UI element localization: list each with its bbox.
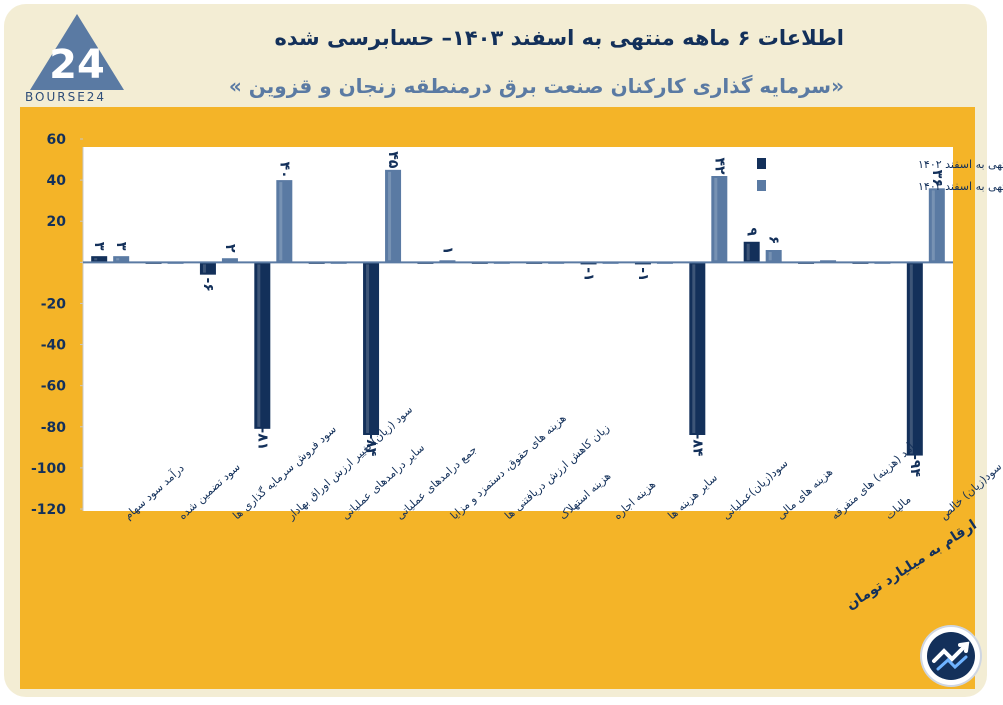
y-tick-label: -40 (41, 338, 67, 354)
data-label: ۹ (744, 228, 760, 237)
data-label: -۸۴ (363, 434, 379, 457)
bar-highlight (279, 182, 283, 261)
data-label: ۴۵ (385, 151, 401, 169)
data-label: ۱ (439, 246, 455, 255)
legend-label: عملکرد منتهی به اسفند ۱۴۰۲ (918, 158, 1003, 171)
bar-highlight (388, 171, 392, 261)
bar (199, 262, 216, 275)
data-label: ۳۶ (929, 170, 945, 187)
y-tick-label: -20 (41, 296, 67, 312)
y-tick-label: 40 (47, 173, 67, 189)
logo-mark: 24 (49, 42, 105, 88)
bar-highlight (257, 264, 261, 427)
bar-highlight (94, 258, 98, 261)
bar (689, 262, 706, 435)
bar-highlight (768, 252, 772, 261)
y-tick-label: 60 (47, 132, 67, 148)
y-tick-label: -60 (41, 379, 67, 395)
bar (711, 176, 728, 263)
bar-highlight (746, 243, 750, 261)
bar (634, 262, 651, 265)
legend-label: عملکرد منتهی به اسفند ۱۴۰۳ (918, 180, 1003, 193)
data-label: ۳ (91, 242, 107, 251)
bar (743, 241, 760, 263)
data-label: -۸۴ (689, 434, 705, 457)
legend-swatch (757, 158, 766, 169)
bar (906, 262, 923, 456)
bar-highlight (714, 178, 718, 261)
data-label: -۶ (200, 277, 216, 291)
bar (385, 169, 402, 263)
bar (928, 188, 945, 263)
data-label: ۲ (222, 244, 238, 253)
bar (363, 262, 380, 435)
chart-subtitle: «سرمایه گذاری کارکنان صنعت برق درمنطقه ز… (228, 74, 844, 98)
bar-highlight (202, 264, 206, 273)
y-tick-label: -100 (31, 461, 66, 477)
logo-triangle (30, 14, 124, 90)
data-label: ۳ (113, 242, 129, 251)
bar (91, 256, 108, 263)
legend-swatch (757, 180, 766, 191)
data-label: -۹۴ (907, 454, 923, 477)
legend: عملکرد منتهی به اسفند ۱۴۰۲ عملکرد منتهی ب… (757, 158, 1003, 193)
y-tick-label: 20 (47, 214, 67, 230)
data-label: -۸۱ (254, 427, 270, 450)
bar (221, 258, 238, 263)
data-label: ۴۲ (711, 157, 727, 175)
y-tick-label: -80 (41, 420, 67, 436)
bar-highlight (116, 258, 120, 261)
bar (765, 250, 782, 263)
bar (276, 180, 293, 263)
data-label: -۱ (635, 267, 651, 281)
bar-highlight (366, 264, 370, 433)
bar (439, 260, 456, 263)
y-tick-label: -120 (31, 502, 66, 518)
bar-highlight (909, 264, 913, 454)
bar-highlight (692, 264, 696, 433)
bar (113, 256, 130, 263)
bar (820, 260, 837, 263)
bar-highlight (931, 190, 935, 261)
data-label: ۶ (766, 236, 782, 245)
data-label: -۱ (581, 267, 597, 281)
logo-text: BOURSE24 (25, 90, 107, 104)
bar (580, 262, 597, 265)
bourse24-badge-icon (922, 627, 980, 685)
data-label: ۴۰ (276, 162, 292, 179)
bourse24-logo: 24 (30, 14, 124, 90)
plot-area (83, 147, 953, 511)
bar (254, 262, 271, 429)
chart-title: اطلاعات ۶ ماهه منتهی به اسفند ۱۴۰۳– حساب… (274, 26, 844, 50)
